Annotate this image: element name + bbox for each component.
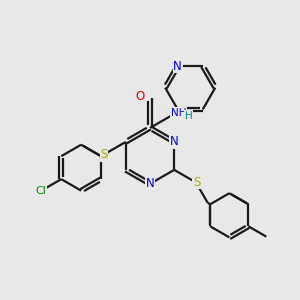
Text: N: N xyxy=(170,135,178,148)
Text: NH: NH xyxy=(171,108,186,118)
Text: N: N xyxy=(173,59,182,73)
Text: N: N xyxy=(146,177,154,190)
Text: Cl: Cl xyxy=(35,186,46,196)
Text: H: H xyxy=(185,110,193,121)
Text: S: S xyxy=(100,148,108,161)
Text: O: O xyxy=(135,91,144,103)
Text: S: S xyxy=(193,176,200,189)
